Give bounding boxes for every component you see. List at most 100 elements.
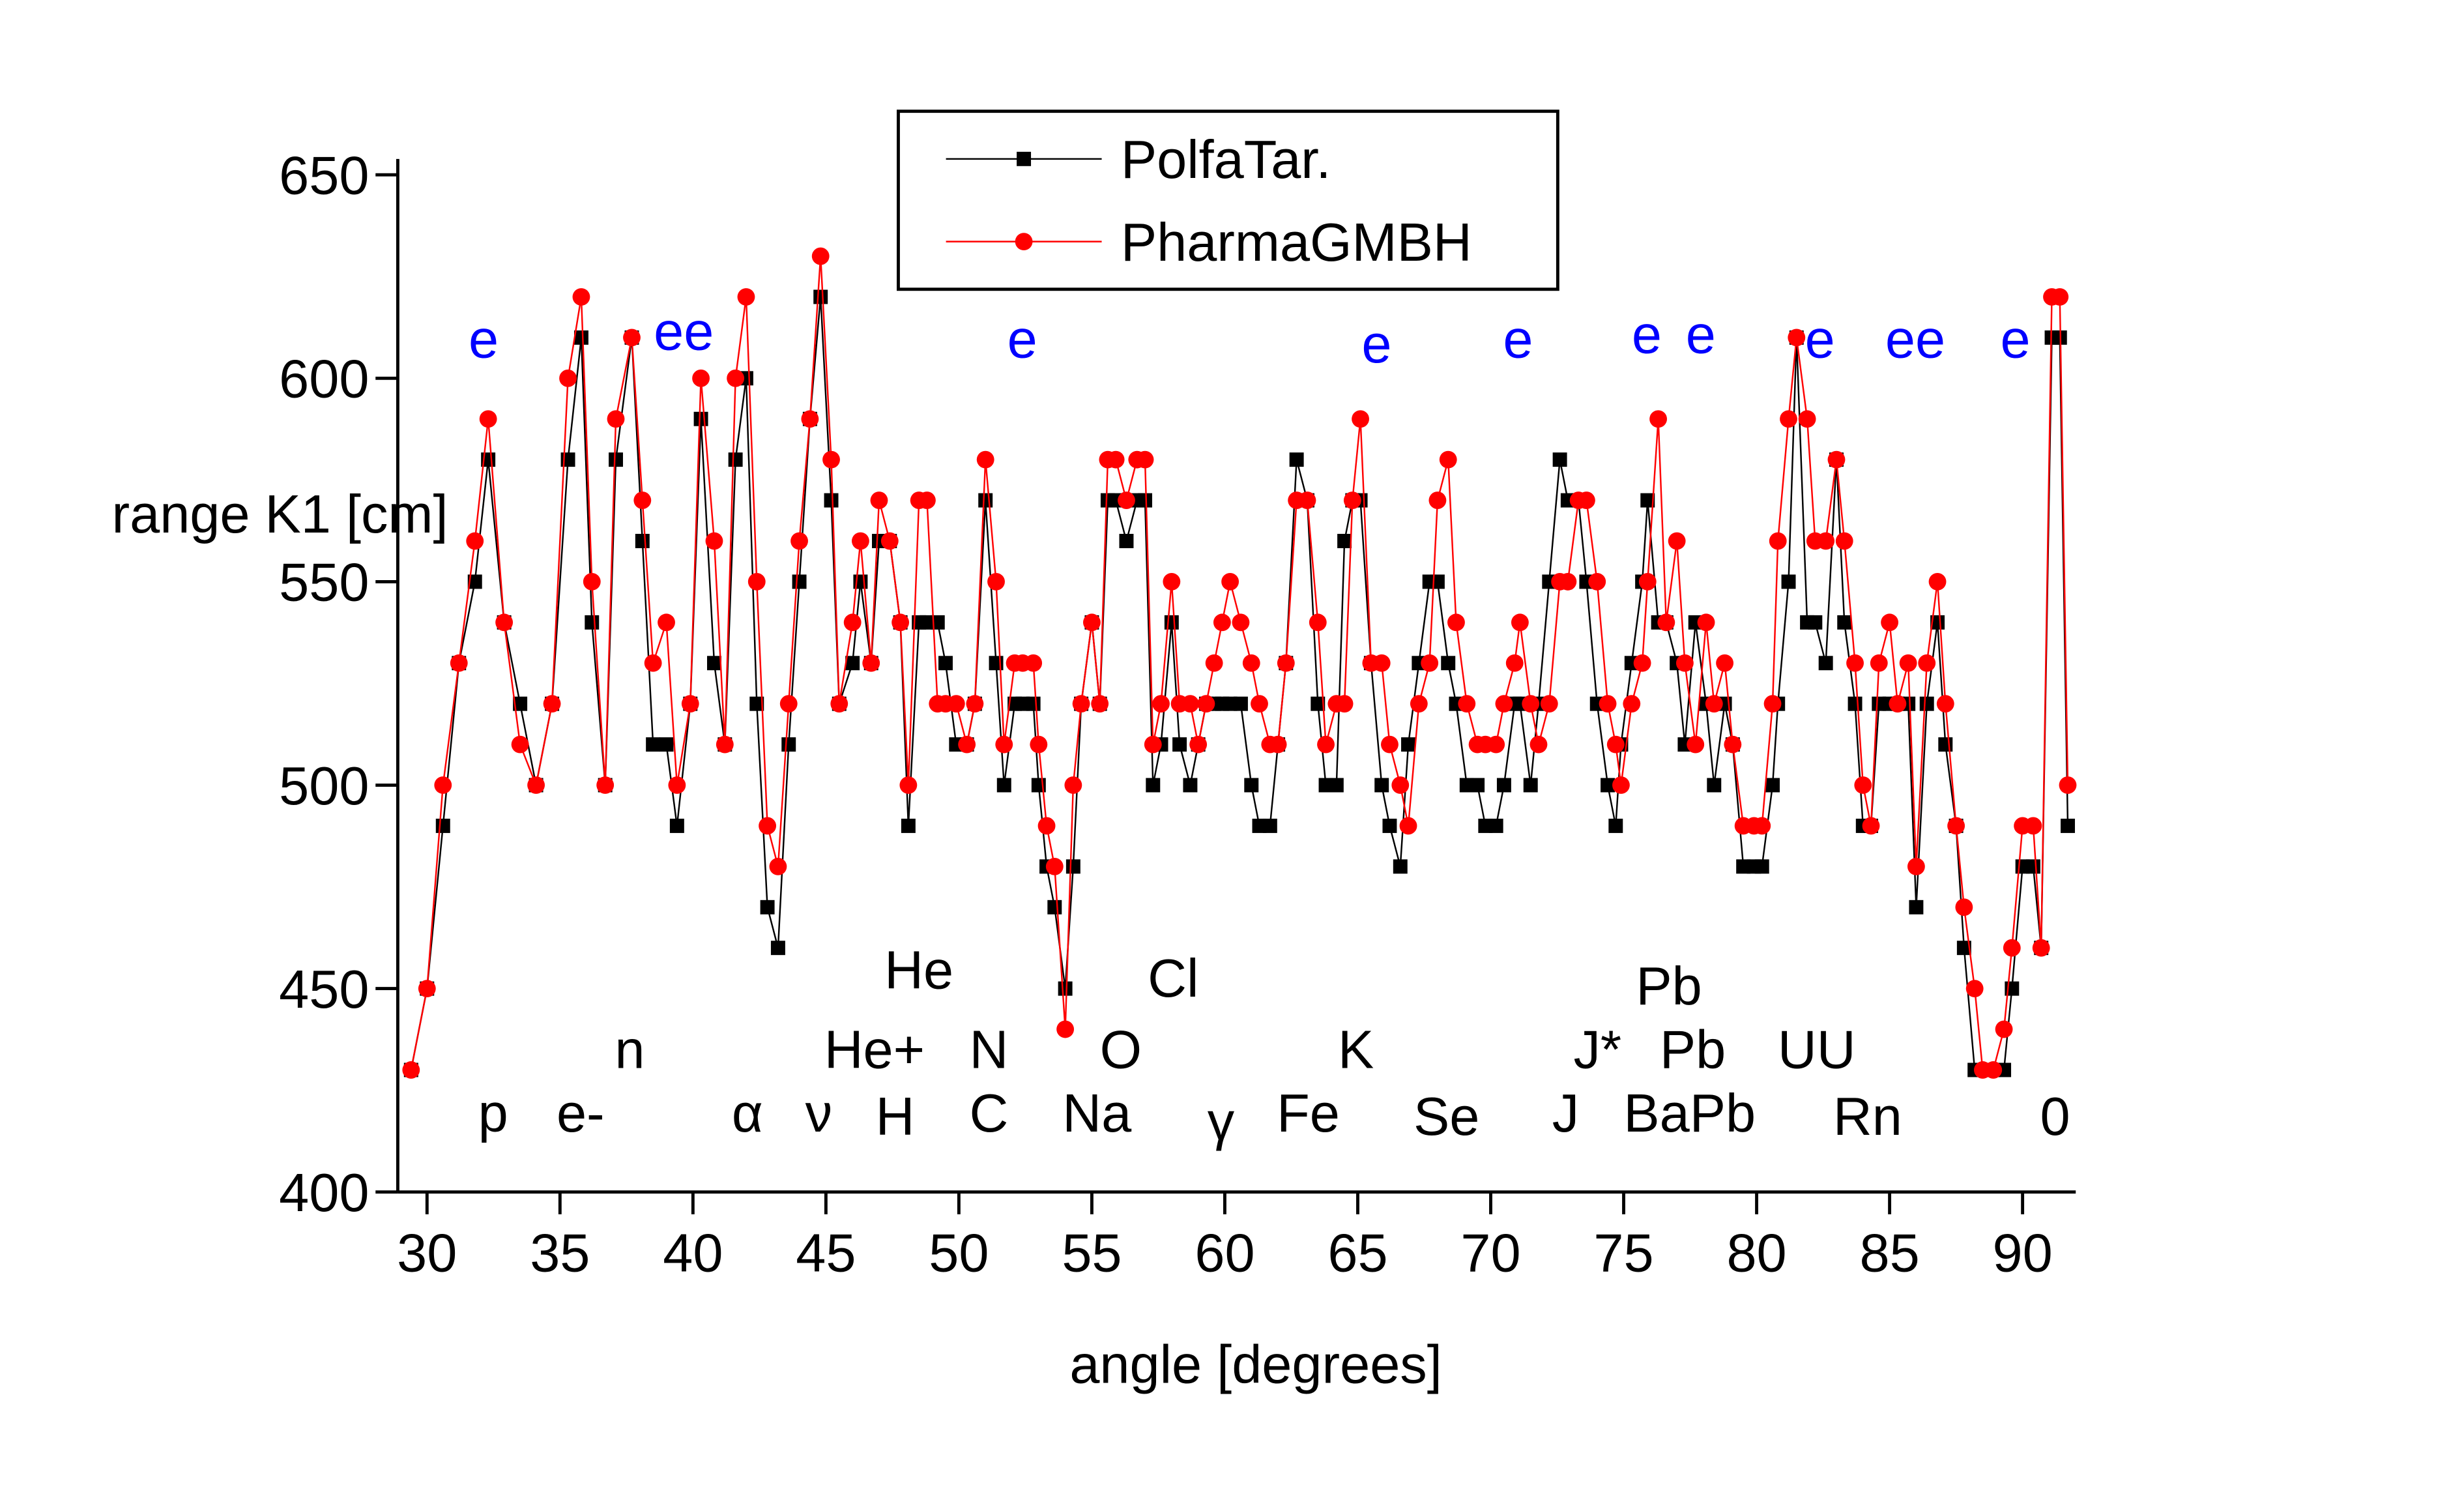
marker [899, 776, 918, 794]
marker [1309, 613, 1327, 632]
marker [779, 695, 798, 713]
marker [435, 818, 450, 833]
marker [1047, 900, 1062, 915]
marker [1152, 695, 1170, 713]
x-tick-label: 45 [796, 1223, 856, 1283]
marker [583, 573, 601, 591]
marker [1277, 654, 1295, 672]
x-tick-label: 60 [1195, 1223, 1254, 1283]
marker [1221, 573, 1239, 591]
marker [1837, 615, 1852, 630]
marker [1716, 654, 1734, 672]
marker [1205, 654, 1223, 672]
marker [1393, 859, 1408, 874]
marker [1938, 737, 1953, 752]
marker [1311, 696, 1326, 711]
marker [1606, 735, 1625, 754]
e-marker: e [1007, 309, 1037, 370]
legend-label: PharmaGMBH [1121, 212, 1472, 272]
y-tick-label: 600 [279, 349, 369, 409]
marker [824, 493, 839, 508]
marker [1298, 491, 1316, 509]
marker [1928, 573, 1947, 591]
marker [976, 450, 994, 469]
marker [1588, 573, 1606, 591]
marker [1956, 941, 1971, 956]
marker [450, 654, 468, 672]
marker [1488, 818, 1503, 833]
marker [1197, 695, 1215, 713]
marker [1881, 613, 1899, 632]
marker [947, 695, 965, 713]
legend-label: PolfaTar. [1121, 129, 1331, 190]
marker [1523, 778, 1538, 793]
marker [681, 695, 699, 713]
marker [1091, 695, 1109, 713]
marker [1612, 776, 1630, 794]
marker [1687, 735, 1705, 754]
annotation: He+ [824, 1019, 925, 1080]
y-tick-label: 450 [279, 959, 369, 1019]
marker [644, 654, 662, 672]
marker [1269, 735, 1287, 754]
marker [760, 900, 775, 915]
marker [1381, 735, 1399, 754]
marker [737, 288, 755, 306]
marker [2061, 818, 2075, 833]
annotation: He [884, 940, 953, 1001]
marker [1846, 654, 1864, 672]
marker [467, 574, 482, 589]
marker [1854, 776, 1872, 794]
marker [1817, 532, 1835, 550]
marker [1529, 735, 1548, 754]
annotation: Pb [1636, 956, 1702, 1016]
y-tick-label: 400 [279, 1162, 369, 1223]
x-tick-label: 30 [397, 1223, 457, 1283]
marker [1835, 532, 1853, 550]
y-tick-label: 650 [279, 145, 369, 205]
e-marker: e [1632, 304, 1662, 364]
marker [693, 411, 708, 426]
annotation: p [478, 1083, 508, 1143]
marker [1015, 233, 1033, 251]
marker [790, 532, 808, 550]
marker [1754, 859, 1769, 874]
marker [801, 410, 819, 428]
marker [918, 491, 936, 509]
y-tick-label: 500 [279, 755, 369, 816]
marker [1763, 695, 1782, 713]
marker [978, 493, 993, 508]
marker [1909, 900, 1924, 915]
marker [1496, 778, 1511, 793]
marker [1183, 778, 1198, 793]
marker [1769, 532, 1787, 550]
marker [1232, 613, 1250, 632]
marker [1374, 778, 1389, 793]
marker [1428, 491, 1447, 509]
marker [1705, 695, 1723, 713]
marker [572, 288, 590, 306]
marker [1335, 695, 1354, 713]
marker [1017, 151, 1032, 166]
marker [1559, 573, 1577, 591]
marker [792, 574, 807, 589]
e-marker: e [2001, 309, 2031, 370]
marker [749, 696, 764, 711]
marker [938, 656, 953, 671]
x-tick-label: 85 [1859, 1223, 1919, 1283]
marker [559, 369, 577, 387]
marker [1781, 574, 1796, 589]
marker [1577, 491, 1595, 509]
annotation: UU [1778, 1019, 1856, 1080]
marker [1919, 696, 1934, 711]
marker [1343, 491, 1361, 509]
marker [1337, 534, 1352, 548]
marker [1410, 695, 1428, 713]
marker [1072, 695, 1090, 713]
annotation: n [615, 1019, 645, 1080]
marker [1601, 778, 1616, 793]
marker [1780, 410, 1797, 428]
marker [1511, 613, 1529, 632]
marker [1372, 654, 1391, 672]
